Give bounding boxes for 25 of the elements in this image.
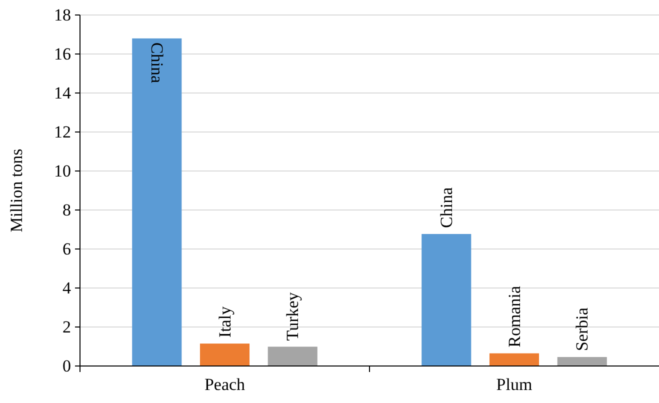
y-tick-label: 8 [62,200,71,220]
x-tick-label: Peach [204,375,246,394]
y-tick-label: 0 [62,356,71,376]
x-tick-label: Plum [496,375,532,394]
y-tick-label: 16 [54,44,71,64]
annotation: China [147,42,166,84]
bar [422,234,472,366]
y-tick-label: 2 [62,318,71,336]
bar [489,353,540,366]
y-tick-label: 4 [62,278,72,298]
bar [132,38,182,366]
bar [200,344,250,366]
bar [268,346,318,366]
y-tick-label: 10 [54,162,71,180]
annotation: Turkey [283,292,302,341]
y-axis-title: Million tons [7,148,26,232]
annotation: China [436,186,456,228]
y-tick-label: 18 [54,6,71,24]
y-tick-label: 14 [54,84,72,102]
annotation: Serbia [572,307,592,352]
bar [557,357,607,366]
y-tick-label: 12 [54,122,71,142]
annotation: Romania [504,285,524,348]
y-tick-label: 6 [62,240,71,258]
annotation: Italy [215,306,234,338]
